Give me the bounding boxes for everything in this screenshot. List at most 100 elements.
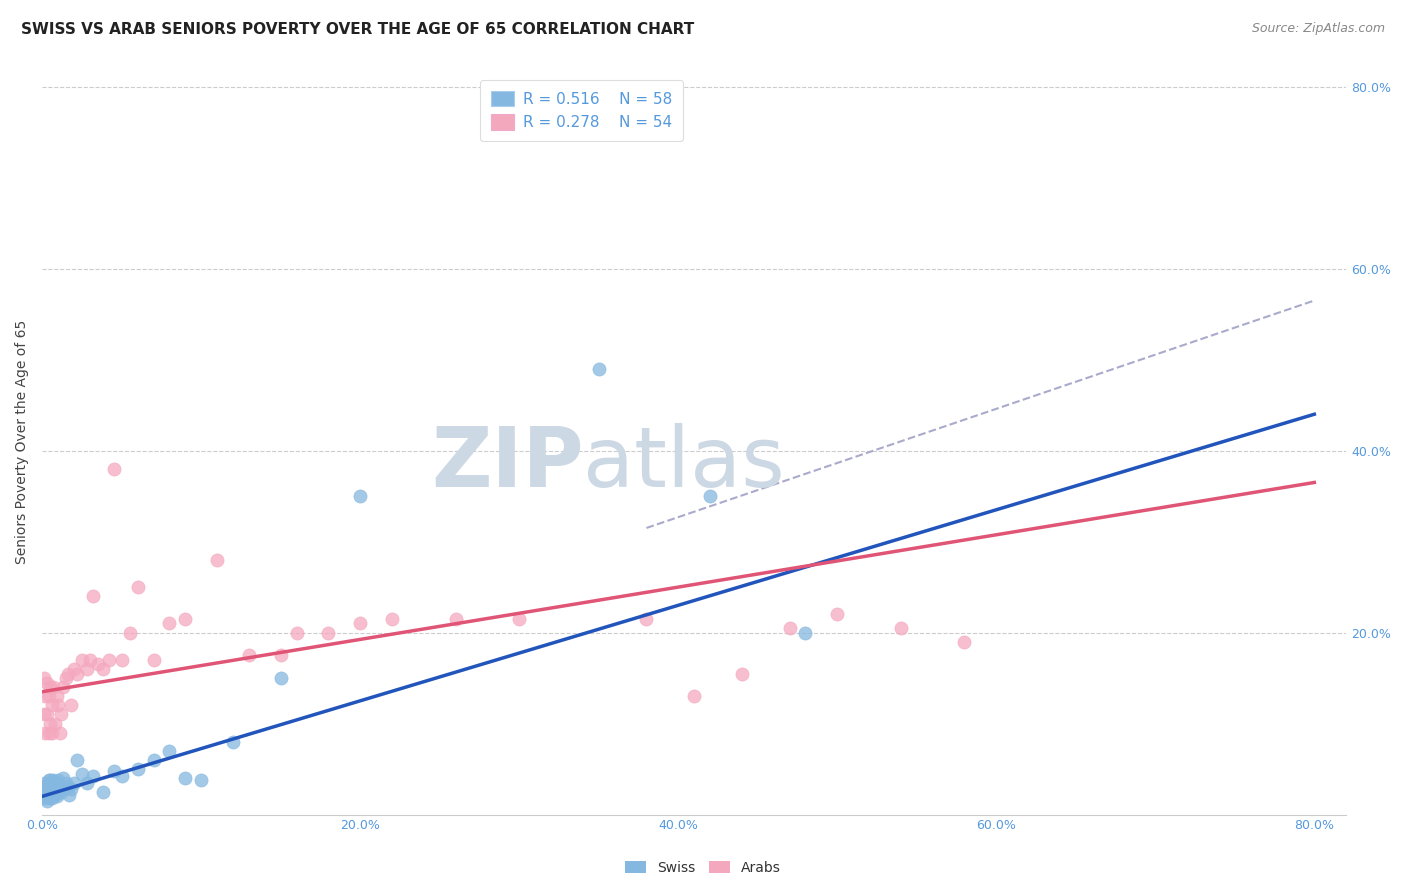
Point	[34, 791, 56, 805]
Point	[142, 653, 165, 667]
Point	[45, 789, 67, 804]
Point	[349, 616, 371, 631]
Point	[34, 775, 56, 789]
Point	[349, 489, 371, 503]
Point	[222, 735, 245, 749]
Point	[35, 794, 58, 808]
Point	[51, 785, 73, 799]
Point	[32, 671, 55, 685]
Point	[55, 775, 77, 789]
Point	[52, 771, 75, 785]
Text: atlas: atlas	[583, 424, 785, 504]
Point	[38, 785, 60, 799]
Point	[44, 716, 66, 731]
Point	[70, 766, 93, 780]
Point	[87, 657, 110, 672]
Point	[39, 780, 62, 795]
Point	[38, 791, 60, 805]
Point	[91, 662, 114, 676]
Point	[890, 621, 912, 635]
Point	[70, 653, 93, 667]
Point	[39, 680, 62, 694]
Point	[32, 785, 55, 799]
Point	[41, 791, 63, 805]
Point	[91, 785, 114, 799]
Point	[42, 680, 65, 694]
Point	[38, 725, 60, 739]
Point	[174, 612, 197, 626]
Text: SWISS VS ARAB SENIORS POVERTY OVER THE AGE OF 65 CORRELATION CHART: SWISS VS ARAB SENIORS POVERTY OVER THE A…	[21, 22, 695, 37]
Point	[45, 690, 67, 704]
Point	[142, 753, 165, 767]
Point	[39, 785, 62, 799]
Point	[238, 648, 260, 663]
Point	[190, 772, 212, 787]
Point	[508, 612, 530, 626]
Point	[41, 725, 63, 739]
Point	[42, 782, 65, 797]
Point	[779, 621, 801, 635]
Point	[270, 671, 292, 685]
Point	[44, 780, 66, 795]
Point	[111, 769, 134, 783]
Point	[56, 666, 79, 681]
Point	[381, 612, 404, 626]
Point	[683, 690, 706, 704]
Point	[34, 725, 56, 739]
Point	[63, 775, 86, 789]
Point	[42, 789, 65, 804]
Point	[127, 580, 149, 594]
Point	[46, 785, 69, 799]
Legend: R = 0.516    N = 58, R = 0.278    N = 54: R = 0.516 N = 58, R = 0.278 N = 54	[479, 80, 683, 141]
Point	[34, 788, 56, 802]
Point	[76, 662, 98, 676]
Point	[39, 772, 62, 787]
Point	[103, 462, 125, 476]
Point	[953, 634, 976, 648]
Point	[35, 785, 58, 799]
Point	[270, 648, 292, 663]
Point	[444, 612, 467, 626]
Point	[76, 775, 98, 789]
Point	[45, 775, 67, 789]
Point	[41, 785, 63, 799]
Point	[66, 753, 89, 767]
Text: Source: ZipAtlas.com: Source: ZipAtlas.com	[1251, 22, 1385, 36]
Point	[46, 698, 69, 713]
Point	[59, 698, 82, 713]
Point	[636, 612, 658, 626]
Point	[157, 616, 180, 631]
Point	[48, 725, 70, 739]
Point	[52, 680, 75, 694]
Point	[39, 789, 62, 804]
Point	[38, 690, 60, 704]
Point	[48, 779, 70, 793]
Point	[55, 671, 77, 685]
Point	[699, 489, 721, 503]
Legend: Swiss, Arabs: Swiss, Arabs	[620, 855, 786, 880]
Point	[588, 361, 610, 376]
Point	[157, 744, 180, 758]
Point	[79, 653, 101, 667]
Point	[38, 780, 60, 795]
Point	[794, 625, 817, 640]
Point	[46, 772, 69, 787]
Point	[118, 625, 141, 640]
Point	[35, 789, 58, 804]
Point	[39, 716, 62, 731]
Point	[41, 698, 63, 713]
Point	[103, 764, 125, 778]
Point	[827, 607, 849, 622]
Point	[35, 675, 58, 690]
Point	[82, 589, 104, 603]
Point	[41, 779, 63, 793]
Point	[42, 772, 65, 787]
Point	[111, 653, 134, 667]
Point	[731, 666, 754, 681]
Point	[58, 788, 80, 802]
Point	[51, 707, 73, 722]
Point	[59, 782, 82, 797]
Text: ZIP: ZIP	[430, 424, 583, 504]
Point	[34, 782, 56, 797]
Point	[127, 762, 149, 776]
